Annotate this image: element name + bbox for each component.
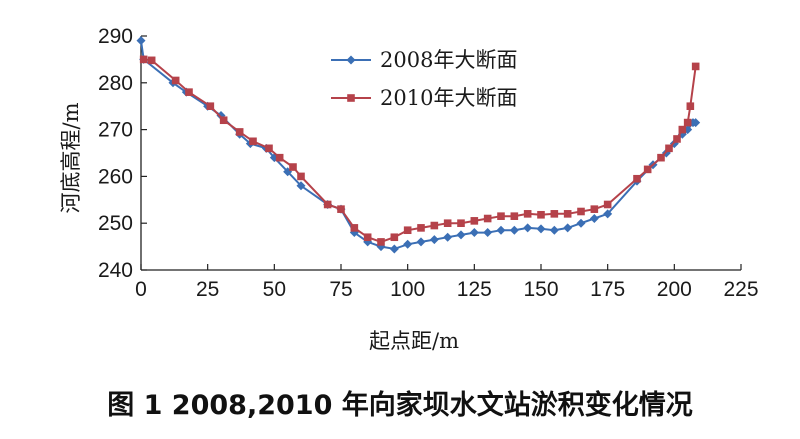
data-point: [430, 221, 439, 230]
y-tick-label: 280: [98, 72, 133, 95]
data-point: [363, 233, 372, 242]
data-point: [549, 225, 559, 235]
x-tick-label: 125: [457, 278, 492, 301]
data-point: [289, 163, 297, 171]
data-point: [537, 210, 545, 219]
data-point: [265, 144, 273, 153]
x-tick-label: 100: [390, 278, 425, 301]
data-point: [510, 212, 519, 220]
y-tick-label: 270: [98, 119, 133, 142]
data-point: [350, 224, 359, 232]
series-1: [139, 55, 700, 246]
series-layer: [136, 36, 701, 254]
x-tick-label: 225: [723, 278, 758, 301]
x-tick-label: 50: [263, 278, 286, 301]
x-tick-label: 25: [196, 278, 219, 301]
data-point: [456, 230, 466, 240]
figure-caption: 图 1 2008,2010 年向家坝水文站淤积变化情况: [107, 390, 693, 421]
data-point: [403, 226, 412, 235]
data-point: [416, 237, 426, 247]
data-point: [443, 219, 452, 227]
data-point: [296, 181, 306, 191]
data-point: [469, 228, 479, 238]
data-point: [678, 125, 687, 134]
legend-label: 2010年大断面: [380, 86, 517, 110]
x-tick-label: 0: [135, 278, 147, 301]
data-point: [536, 224, 546, 234]
legend-item: 2008年大断面: [331, 48, 517, 72]
data-point: [563, 210, 572, 218]
data-point: [496, 225, 506, 235]
data-point: [691, 62, 700, 71]
data-point: [136, 36, 146, 46]
y-axis-title: 河底高程/m: [59, 102, 83, 213]
data-point: [206, 102, 215, 110]
data-point: [550, 210, 559, 218]
data-point: [337, 205, 345, 213]
data-point: [219, 116, 228, 125]
data-point: [171, 76, 180, 85]
data-point: [657, 153, 665, 162]
data-point: [577, 207, 585, 216]
legend-swatch-marker: [347, 94, 355, 102]
cross-section-chart: 0 25 50 75 100 125 150 175 200 225 240 250 260 270 28…: [59, 25, 759, 353]
data-point: [185, 88, 193, 96]
data-point: [665, 144, 673, 153]
data-point: [417, 224, 425, 232]
x-tick-label: 200: [657, 278, 692, 301]
data-point: [576, 218, 586, 228]
data-point: [457, 219, 465, 227]
data-point: [377, 238, 385, 246]
data-point: [590, 205, 599, 213]
x-axis: 0 25 50 75 100 125 150 175 200 225: [135, 264, 759, 301]
data-point: [523, 223, 533, 233]
data-point: [470, 217, 479, 225]
data-point: [563, 223, 573, 233]
data-point: [643, 165, 652, 174]
data-point: [603, 209, 613, 219]
y-axis: 240 250 260 270 280 290: [98, 25, 147, 282]
data-point: [683, 118, 692, 127]
data-point: [139, 55, 148, 64]
data-point: [390, 233, 399, 242]
data-point: [443, 232, 453, 242]
data-point: [633, 174, 641, 183]
x-tick-label: 175: [590, 278, 625, 301]
data-point: [235, 128, 244, 136]
x-tick-label: 75: [329, 278, 352, 301]
data-point: [403, 239, 413, 249]
legend: 2008年大断面 2010年大断面: [331, 48, 517, 110]
data-point: [483, 228, 493, 238]
legend-swatch-marker: [346, 55, 356, 65]
data-point: [603, 200, 612, 209]
data-point: [509, 225, 519, 235]
data-point: [523, 210, 532, 218]
data-point: [429, 235, 439, 245]
data-point: [686, 102, 695, 110]
y-tick-label: 260: [98, 165, 133, 188]
data-point: [497, 212, 505, 220]
y-tick-label: 250: [98, 212, 133, 235]
legend-label: 2008年大断面: [380, 48, 517, 72]
x-axis-title: 起点距/m: [369, 329, 459, 353]
x-tick-label: 150: [523, 278, 558, 301]
data-point: [323, 200, 332, 209]
data-point: [389, 244, 399, 254]
data-point: [483, 214, 492, 223]
y-tick-label: 290: [98, 25, 133, 48]
data-point: [275, 153, 284, 162]
legend-item: 2010年大断面: [331, 86, 517, 110]
data-point: [673, 135, 681, 143]
data-point: [249, 137, 257, 146]
data-point: [589, 214, 599, 224]
y-tick-label: 240: [98, 259, 133, 282]
data-point: [297, 172, 305, 181]
data-point: [691, 118, 701, 128]
data-point: [147, 56, 156, 65]
